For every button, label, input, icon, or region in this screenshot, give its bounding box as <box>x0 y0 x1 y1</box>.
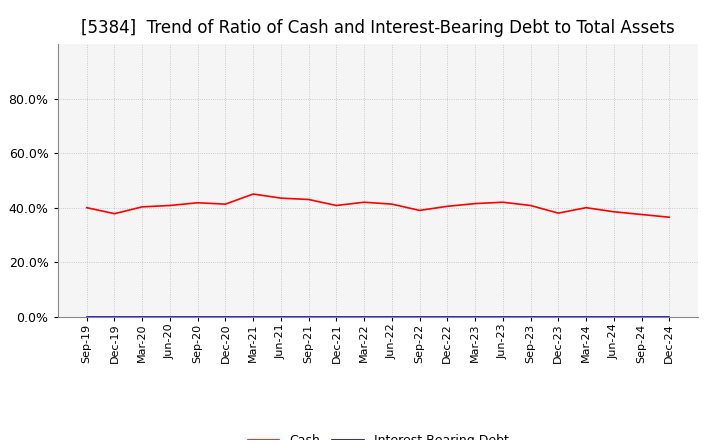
Cash <box>582 205 590 210</box>
Cash <box>387 202 396 207</box>
Interest-Bearing Debt <box>443 314 451 319</box>
Cash <box>554 210 562 216</box>
Cash <box>276 195 285 201</box>
Cash <box>305 197 313 202</box>
Interest-Bearing Debt <box>471 314 480 319</box>
Interest-Bearing Debt <box>249 314 258 319</box>
Cash <box>498 200 507 205</box>
Cash <box>110 211 119 216</box>
Cash <box>360 200 369 205</box>
Cash <box>82 205 91 210</box>
Interest-Bearing Debt <box>554 314 562 319</box>
Interest-Bearing Debt <box>498 314 507 319</box>
Cash <box>415 208 424 213</box>
Cash <box>665 215 674 220</box>
Interest-Bearing Debt <box>609 314 618 319</box>
Cash <box>443 204 451 209</box>
Cash <box>637 212 646 217</box>
Interest-Bearing Debt <box>665 314 674 319</box>
Cash <box>609 209 618 214</box>
Cash <box>221 202 230 207</box>
Interest-Bearing Debt <box>166 314 174 319</box>
Interest-Bearing Debt <box>582 314 590 319</box>
Interest-Bearing Debt <box>637 314 646 319</box>
Cash <box>332 203 341 208</box>
Interest-Bearing Debt <box>221 314 230 319</box>
Cash <box>166 203 174 208</box>
Interest-Bearing Debt <box>194 314 202 319</box>
Cash <box>249 191 258 197</box>
Interest-Bearing Debt <box>110 314 119 319</box>
Cash <box>194 200 202 205</box>
Line: Cash: Cash <box>86 194 670 217</box>
Title: [5384]  Trend of Ratio of Cash and Interest-Bearing Debt to Total Assets: [5384] Trend of Ratio of Cash and Intere… <box>81 19 675 37</box>
Legend: Cash, Interest-Bearing Debt: Cash, Interest-Bearing Debt <box>243 429 513 440</box>
Interest-Bearing Debt <box>360 314 369 319</box>
Interest-Bearing Debt <box>387 314 396 319</box>
Interest-Bearing Debt <box>526 314 535 319</box>
Interest-Bearing Debt <box>138 314 147 319</box>
Interest-Bearing Debt <box>276 314 285 319</box>
Interest-Bearing Debt <box>82 314 91 319</box>
Interest-Bearing Debt <box>415 314 424 319</box>
Cash <box>526 203 535 208</box>
Cash <box>138 204 147 209</box>
Interest-Bearing Debt <box>332 314 341 319</box>
Cash <box>471 201 480 206</box>
Interest-Bearing Debt <box>305 314 313 319</box>
